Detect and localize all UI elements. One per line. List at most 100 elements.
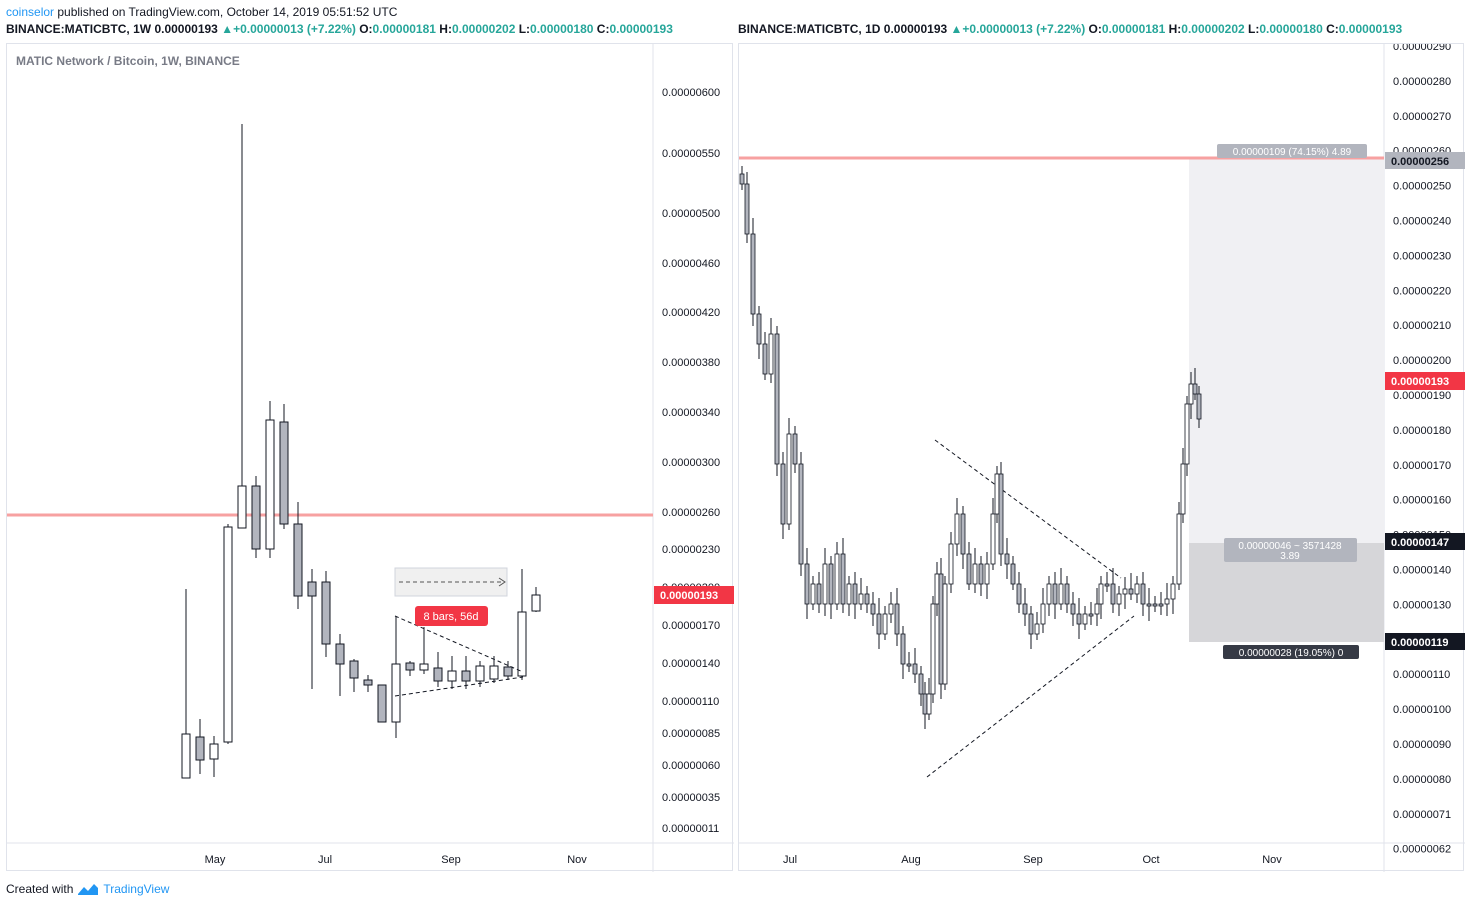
candle-body[interactable] bbox=[1016, 583, 1022, 605]
candle-body[interactable] bbox=[846, 583, 852, 605]
candle-body[interactable] bbox=[774, 333, 780, 465]
candle-body[interactable] bbox=[1058, 583, 1064, 605]
candle-body[interactable] bbox=[1188, 383, 1194, 405]
candle-body[interactable] bbox=[321, 581, 331, 645]
candle-body[interactable] bbox=[1164, 598, 1170, 605]
candle-body[interactable] bbox=[762, 343, 768, 375]
candle-body[interactable] bbox=[1098, 583, 1104, 605]
candle-body[interactable] bbox=[1004, 553, 1010, 565]
candle-body[interactable] bbox=[864, 593, 870, 605]
left-x-axis[interactable]: May Jul Sep Nov bbox=[205, 854, 588, 866]
candle-body[interactable] bbox=[195, 736, 205, 761]
candle-body[interactable] bbox=[265, 419, 275, 550]
candle-body[interactable] bbox=[798, 463, 804, 565]
candle-body[interactable] bbox=[1170, 583, 1176, 600]
candle-body[interactable] bbox=[1046, 583, 1052, 605]
candle-body[interactable] bbox=[834, 553, 840, 605]
candle-body[interactable] bbox=[1028, 613, 1034, 635]
candle-body[interactable] bbox=[1094, 603, 1100, 615]
candle-body[interactable] bbox=[1152, 603, 1158, 607]
candle-body[interactable] bbox=[1140, 583, 1146, 605]
candle-body[interactable] bbox=[990, 513, 996, 565]
candle-body[interactable] bbox=[1184, 403, 1190, 465]
candle-body[interactable] bbox=[1082, 613, 1088, 625]
candle-body[interactable] bbox=[1180, 463, 1186, 515]
candle-body[interactable] bbox=[1116, 593, 1122, 605]
candle-body[interactable] bbox=[1110, 583, 1116, 605]
candle-body[interactable] bbox=[994, 473, 1000, 515]
candle-body[interactable] bbox=[1088, 613, 1094, 617]
candle-body[interactable] bbox=[1176, 513, 1182, 585]
left-symbol[interactable]: BINANCE:MATICBTC, 1W bbox=[6, 22, 152, 36]
candle-body[interactable] bbox=[405, 662, 415, 671]
candle-body[interactable] bbox=[888, 603, 894, 615]
candle-body[interactable] bbox=[942, 583, 948, 685]
candle-body[interactable] bbox=[223, 526, 233, 743]
target-zone[interactable] bbox=[1189, 158, 1384, 543]
candle-body[interactable] bbox=[1104, 583, 1110, 587]
candle-body[interactable] bbox=[894, 603, 900, 635]
candle-body[interactable] bbox=[503, 666, 513, 677]
left-chart-svg[interactable]: MATIC Network / Bitcoin, 1W, BINANCE 0.0… bbox=[7, 44, 734, 872]
candle-body[interactable] bbox=[984, 563, 990, 585]
candle-body[interactable] bbox=[972, 563, 978, 585]
candle-body[interactable] bbox=[1034, 623, 1040, 635]
candle-body[interactable] bbox=[531, 594, 541, 612]
candle-body[interactable] bbox=[922, 693, 928, 715]
candle-body[interactable] bbox=[930, 603, 936, 695]
candle-body[interactable] bbox=[279, 421, 289, 525]
candle-body[interactable] bbox=[1052, 583, 1058, 605]
candle-body[interactable] bbox=[786, 433, 792, 525]
candle-body[interactable] bbox=[433, 667, 443, 682]
candle-body[interactable] bbox=[912, 663, 918, 675]
left-chart-panel[interactable]: MATIC Network / Bitcoin, 1W, BINANCE 0.0… bbox=[6, 43, 734, 872]
candle-body[interactable] bbox=[1064, 583, 1070, 605]
candle-body[interactable] bbox=[391, 663, 401, 723]
candle-body[interactable] bbox=[1070, 603, 1076, 615]
candle-body[interactable] bbox=[744, 183, 750, 235]
candle-body[interactable] bbox=[954, 513, 960, 545]
candle-body[interactable] bbox=[792, 433, 798, 465]
candle-body[interactable] bbox=[948, 543, 954, 585]
candle-body[interactable] bbox=[750, 233, 756, 315]
candle-body[interactable] bbox=[377, 684, 387, 723]
candle-body[interactable] bbox=[926, 693, 932, 715]
candle-body[interactable] bbox=[804, 563, 810, 605]
candle-body[interactable] bbox=[517, 611, 527, 677]
candle-body[interactable] bbox=[293, 523, 303, 597]
candle-body[interactable] bbox=[966, 553, 972, 585]
candle-body[interactable] bbox=[1128, 588, 1134, 595]
candle-body[interactable] bbox=[876, 613, 882, 635]
candle-body[interactable] bbox=[840, 553, 846, 605]
candle-body[interactable] bbox=[1076, 613, 1082, 625]
candle-body[interactable] bbox=[768, 333, 774, 375]
candle-body[interactable] bbox=[1192, 383, 1198, 395]
left-y-axis[interactable]: 0.00000600 0.00000550 0.00000500 0.00000460… bbox=[662, 87, 720, 835]
candle-body[interactable] bbox=[237, 485, 247, 529]
candle-body[interactable] bbox=[978, 563, 984, 585]
candle-body[interactable] bbox=[810, 583, 816, 605]
candle-body[interactable] bbox=[461, 670, 471, 682]
tradingview-brand[interactable]: TradingView bbox=[103, 882, 170, 896]
right-chart-svg[interactable]: 0.000002900.000002800.000002700.00000260… bbox=[739, 44, 1465, 872]
candle-body[interactable] bbox=[1134, 583, 1140, 595]
candle-body[interactable] bbox=[852, 583, 858, 605]
right-symbol[interactable]: BINANCE:MATICBTC, 1D bbox=[738, 22, 881, 36]
candle-body[interactable] bbox=[181, 733, 191, 779]
candle-body[interactable] bbox=[828, 563, 834, 605]
right-x-axis[interactable]: Jul Aug Sep Oct Nov bbox=[783, 854, 1282, 866]
candle-body[interactable] bbox=[858, 593, 864, 605]
candle-body[interactable] bbox=[1122, 588, 1128, 595]
candle-body[interactable] bbox=[870, 603, 876, 615]
candle-body[interactable] bbox=[1158, 603, 1164, 607]
candle-body[interactable] bbox=[363, 679, 373, 686]
candle-body[interactable] bbox=[960, 513, 966, 555]
candle-body[interactable] bbox=[938, 573, 944, 685]
candle-body[interactable] bbox=[1196, 393, 1202, 420]
candle-body[interactable] bbox=[906, 663, 912, 667]
candle-body[interactable] bbox=[882, 613, 888, 635]
left-candles[interactable] bbox=[181, 124, 541, 779]
candle-body[interactable] bbox=[1022, 603, 1028, 615]
candle-body[interactable] bbox=[918, 673, 924, 695]
candle-body[interactable] bbox=[1010, 563, 1016, 585]
